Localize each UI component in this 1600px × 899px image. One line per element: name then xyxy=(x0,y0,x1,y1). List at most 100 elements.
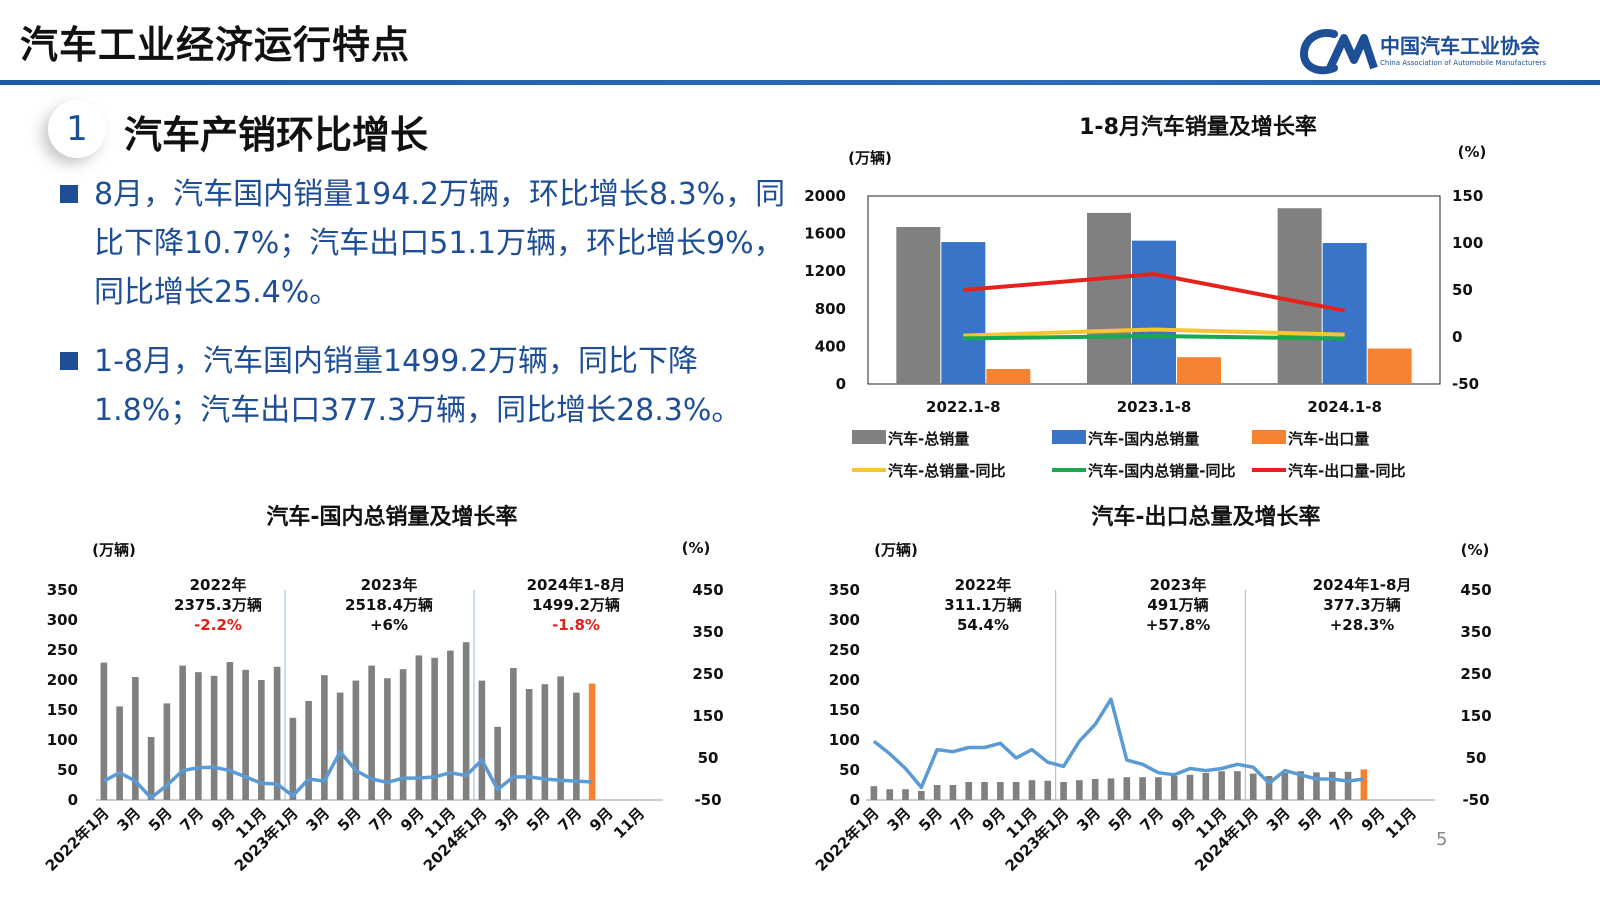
growth-line xyxy=(872,697,1365,790)
bar-month xyxy=(163,703,171,800)
bar-total xyxy=(1277,208,1322,384)
annotation-growth: +28.3% xyxy=(1330,616,1395,634)
legend-label: 汽车-国内总销量 xyxy=(1088,430,1199,448)
caam-logo-icon xyxy=(1300,29,1378,75)
bar-month xyxy=(494,726,501,800)
x-tick-label: 3月 xyxy=(1263,804,1294,835)
bar-month xyxy=(447,650,454,800)
chart-domestic-sales: 汽车-国内总销量及增长率 (万辆) (%) 0 50 100 150 200 250 300… xyxy=(42,504,724,875)
y-tick-label: 300 xyxy=(829,611,860,629)
x-tick-label: 2022年1月 xyxy=(42,804,113,875)
bar-month xyxy=(1297,771,1304,800)
x-tick-label: 5月 xyxy=(523,804,554,835)
x-tick-label: 7月 xyxy=(365,804,396,835)
y-tick-label: 1200 xyxy=(804,262,846,280)
y-tick-label: 100 xyxy=(829,731,860,749)
x-tick-label: 11月 xyxy=(1382,804,1420,842)
x-tick-label: 5月 xyxy=(334,804,365,835)
bar-month xyxy=(965,782,973,800)
annotation-year: 2022年 xyxy=(955,576,1012,594)
x-tick-label: 2023.1-8 xyxy=(1117,398,1192,416)
y2-tick-label: 250 xyxy=(1460,665,1491,683)
line-domestic-yoy xyxy=(963,334,1345,341)
x-tick-label: 3月 xyxy=(884,804,915,835)
x-tick-label: 7月 xyxy=(176,804,207,835)
y-tick-label: 400 xyxy=(815,337,846,355)
bar-month xyxy=(1344,771,1352,800)
y2-tick-label: 0 xyxy=(1452,328,1462,346)
bar-month xyxy=(258,680,265,800)
bar-total xyxy=(1087,212,1131,384)
annotation-year: 2022年 xyxy=(190,576,247,594)
bar-month xyxy=(1186,774,1194,800)
bar-month xyxy=(368,665,375,800)
y-axis-unit: (万辆) xyxy=(874,541,918,559)
bar-month xyxy=(210,675,218,800)
bullet-text: 1-8月，汽车国内销量1499.2万辆，同比下降1.8%；汽车出口377.3万辆… xyxy=(94,344,742,428)
bar-month xyxy=(588,683,596,800)
legend-swatch xyxy=(1252,430,1286,444)
section-title: 汽车产销环比增长 xyxy=(124,113,429,157)
annotation-growth: 54.4% xyxy=(957,616,1009,634)
chart-title: 汽车-出口总量及增长率 xyxy=(1091,504,1320,530)
y-tick-label: 0 xyxy=(850,791,860,809)
bar-month xyxy=(116,706,123,800)
y2-tick-label: 50 xyxy=(698,749,719,767)
bar-month xyxy=(557,676,564,800)
y2-tick-label: 450 xyxy=(692,581,723,599)
annotation-year: 2024年1-8月 xyxy=(527,576,626,594)
y2-tick-label: 150 xyxy=(1452,187,1483,205)
legend-label: 汽车-总销量 xyxy=(888,430,969,448)
x-tick-label: 7月 xyxy=(1326,804,1357,835)
header-divider xyxy=(0,80,1600,85)
bar-month xyxy=(1060,782,1067,800)
bar-month xyxy=(399,669,407,800)
bar-month xyxy=(179,665,186,800)
bar-month xyxy=(1202,773,1210,800)
bar-month xyxy=(1249,773,1257,800)
bar-month xyxy=(1107,778,1115,800)
y-tick-label: 0 xyxy=(836,375,846,393)
y2-tick-label: 50 xyxy=(1466,749,1487,767)
legend-swatch xyxy=(852,430,886,444)
bar-month xyxy=(902,789,909,800)
x-tick-label: 3月 xyxy=(302,804,333,835)
bar-month xyxy=(147,737,155,800)
bar-month xyxy=(510,668,517,800)
bar-month xyxy=(431,657,438,800)
bar-month xyxy=(1281,773,1289,800)
y-tick-label: 800 xyxy=(815,300,846,318)
x-tick-label: 3月 xyxy=(491,804,522,835)
bar-month xyxy=(1313,772,1320,800)
legend-label: 汽车-出口量 xyxy=(1288,430,1369,448)
y-tick-label: 250 xyxy=(47,641,78,659)
x-tick-label: 2024.1-8 xyxy=(1307,398,1382,416)
bar-month xyxy=(981,782,988,800)
bar-month xyxy=(1044,780,1052,800)
y2-tick-label: -50 xyxy=(1452,375,1479,393)
chart-title: 1-8月汽车销量及增长率 xyxy=(1079,114,1317,140)
y2-tick-label: 350 xyxy=(692,623,723,641)
bar-month xyxy=(242,669,249,800)
bar-month xyxy=(384,678,391,800)
bar-month xyxy=(573,692,580,800)
y-tick-label: 350 xyxy=(47,581,78,599)
bar-month xyxy=(1139,777,1146,800)
x-tick-label: 2022.1-8 xyxy=(926,398,1001,416)
y-tick-label: 300 xyxy=(47,611,78,629)
bar-domestic xyxy=(1322,243,1367,384)
x-tick-label: 5月 xyxy=(1295,804,1326,835)
y-tick-label: 50 xyxy=(839,761,860,779)
bar-export xyxy=(1177,357,1221,384)
y-tick-label: 50 xyxy=(57,761,78,779)
y2-axis-unit: (%) xyxy=(1461,541,1490,559)
bar-month xyxy=(1265,776,1273,800)
annotation-total: 377.3万辆 xyxy=(1323,596,1400,614)
bar-month xyxy=(1028,780,1036,800)
chart-title: 汽车-国内总销量及增长率 xyxy=(266,504,517,530)
bullet-august: 8月，汽车国内销量194.2万辆，环比增长8.3%，同比下降10.7%；汽车出口… xyxy=(60,170,800,317)
bar-domestic xyxy=(1132,240,1176,384)
y2-tick-label: 150 xyxy=(692,707,723,725)
bar-month xyxy=(352,680,360,800)
